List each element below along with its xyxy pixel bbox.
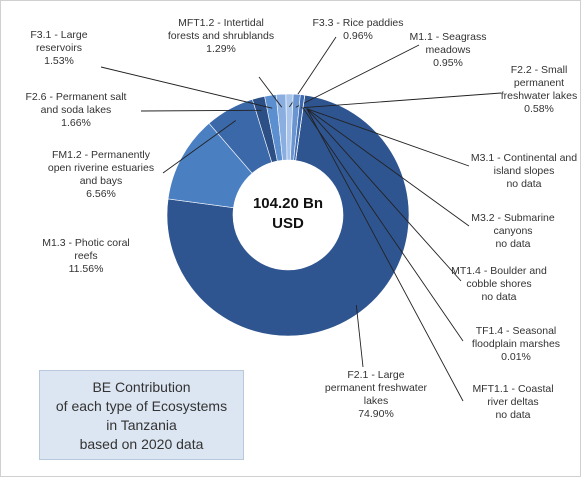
slice-label: M1.3 - Photic coral reefs 11.56%	[31, 237, 141, 276]
leader-line	[300, 92, 502, 109]
leader-line	[355, 304, 364, 368]
title-line: of each type of Ecosystems	[55, 398, 228, 414]
category-label: MFT1.2 - Intertidal forests and shrublan…	[167, 17, 275, 42]
value-label: no data	[481, 291, 517, 303]
value-label: 0.58%	[524, 103, 554, 115]
leader-line	[162, 120, 237, 174]
value-label: no data	[495, 409, 531, 421]
category-label: F2.2 - Small permanent freshwater lakes	[500, 64, 578, 102]
leader-line	[306, 108, 470, 167]
slice-label: F3.3 - Rice paddies 0.96%	[308, 17, 408, 43]
value-label: 1.29%	[206, 43, 236, 55]
slice-label: FM1.2 - Permanently open riverine estuar…	[41, 149, 161, 201]
slice-label: F2.2 - Small permanent freshwater lakes 0…	[489, 64, 580, 116]
value-label: 0.95%	[433, 57, 463, 69]
category-label: MT1.4 - Boulder and cobble shores	[451, 265, 547, 290]
value-label: no data	[495, 238, 531, 250]
category-label: M3.1 - Continental and island slopes	[470, 152, 578, 177]
leader-line	[306, 108, 464, 402]
category-label: FM1.2 - Permanently open riverine estuar…	[47, 149, 155, 187]
slice-label: MFT1.1 - Coastal river deltas no data	[463, 383, 563, 422]
category-label: F3.3 - Rice paddies	[312, 17, 404, 29]
leader-line	[306, 108, 462, 282]
value-label: 11.56%	[68, 263, 104, 275]
slice-label: M3.2 - Submarine canyons no data	[463, 212, 563, 251]
category-label: M3.2 - Submarine canyons	[471, 212, 555, 237]
leader-line	[302, 107, 464, 342]
leader-line	[140, 109, 262, 112]
slice-label: F2.1 - Large permanent freshwater lakes 7…	[321, 369, 431, 421]
title-line: BE Contribution	[92, 379, 191, 395]
leader-line	[306, 108, 470, 227]
slice-label: MT1.4 - Boulder and cobble shores no data	[449, 265, 549, 304]
title-line: based on 2020 data	[79, 436, 204, 452]
title-line: in Tanzania	[106, 417, 177, 433]
slice	[295, 94, 306, 161]
leader-line	[295, 44, 420, 108]
category-label: MFT1.1 - Coastal river deltas	[472, 383, 554, 408]
slice-label: MFT1.2 - Intertidal forests and shrublan…	[166, 17, 276, 56]
value-label: 0.96%	[343, 30, 373, 42]
category-label: F2.6 - Permanent salt and soda lakes	[25, 91, 127, 116]
value-label: 0.01%	[501, 351, 531, 363]
category-label: F3.1 - Large reservoirs	[30, 29, 88, 54]
category-label: M1.1 - Seagrass meadows	[409, 31, 487, 56]
value-label: 1.53%	[44, 55, 74, 67]
slice-label: M3.1 - Continental and island slopes no d…	[469, 152, 579, 191]
leader-line	[100, 66, 273, 109]
center-label: 104.20 Bn USD	[252, 195, 324, 232]
value-label: 6.56%	[86, 188, 116, 200]
category-label: TF1.4 - Seasonal floodplain marshes	[471, 325, 561, 350]
value-label: 74.90%	[358, 408, 394, 420]
slice-label: F3.1 - Large reservoirs 1.53%	[9, 29, 109, 68]
slice-label: F2.6 - Permanent salt and soda lakes 1.66…	[16, 91, 136, 130]
slice-label: TF1.4 - Seasonal floodplain marshes 0.01%	[464, 325, 569, 364]
category-label: F2.1 - Large permanent freshwater lakes	[324, 369, 428, 407]
title-box: BE Contribution of each type of Ecosystem…	[39, 370, 244, 460]
slice-label: M1.1 - Seagrass meadows 0.95%	[398, 31, 498, 70]
value-label: 1.66%	[61, 117, 91, 129]
value-label: no data	[506, 178, 542, 190]
leader-line	[258, 76, 283, 108]
category-label: M1.3 - Photic coral reefs	[42, 237, 130, 262]
